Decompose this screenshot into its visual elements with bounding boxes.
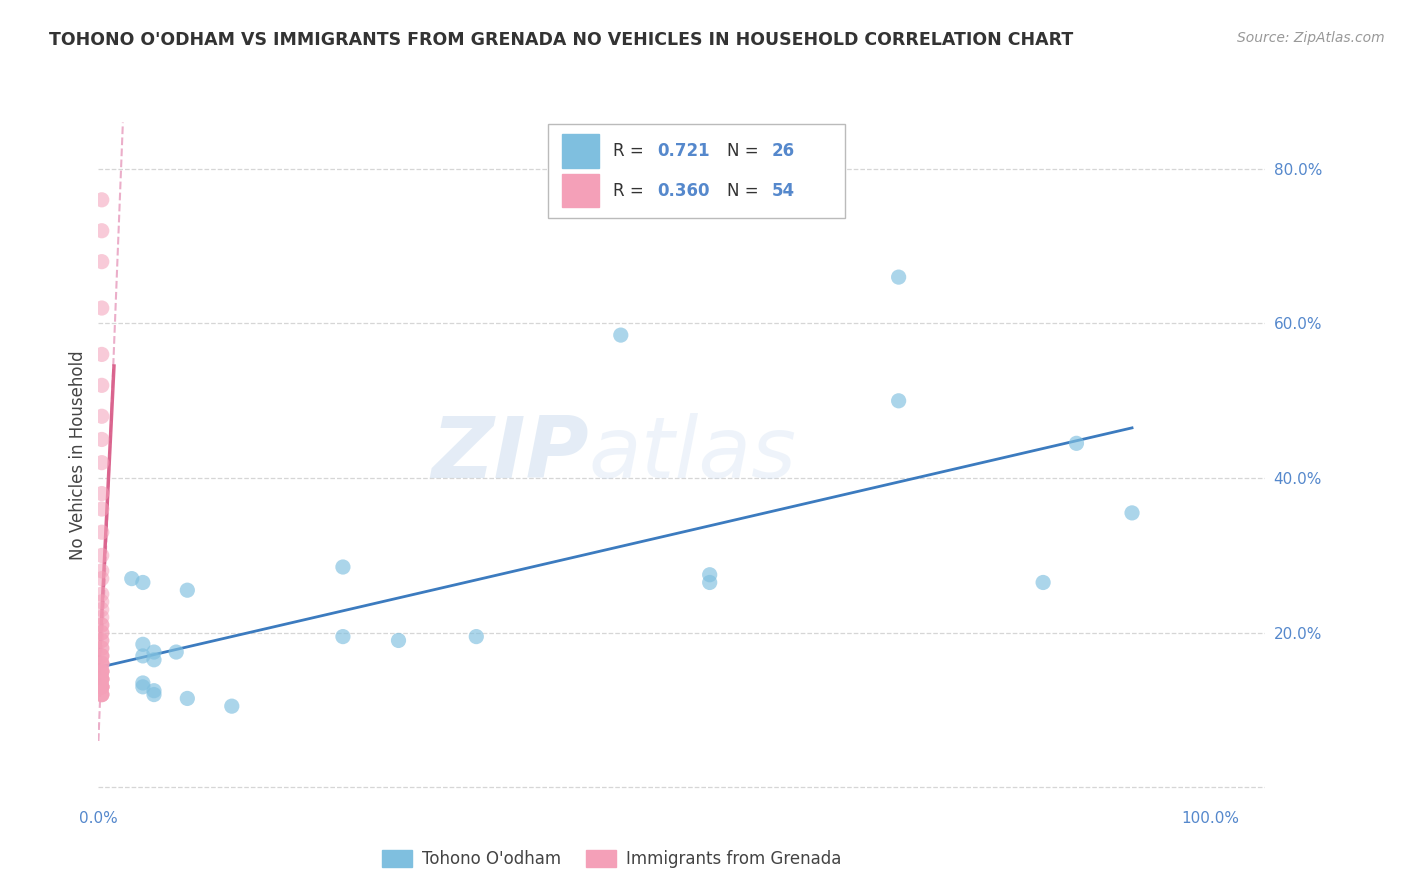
Point: [90, 378, 112, 392]
Point: [90, 502, 112, 516]
Point: [90, 254, 112, 268]
Text: R =: R =: [613, 182, 650, 200]
Point: [90, 610, 112, 624]
Legend: Tohono O'odham, Immigrants from Grenada: Tohono O'odham, Immigrants from Grenada: [375, 843, 848, 874]
Point: [90, 680, 112, 694]
Point: [90, 618, 112, 632]
Point: [90, 665, 112, 679]
Point: [90, 648, 112, 663]
Point: [90, 572, 112, 586]
Point: [90, 665, 112, 679]
Point: [143, 683, 166, 698]
Text: Source: ZipAtlas.com: Source: ZipAtlas.com: [1237, 31, 1385, 45]
Text: ZIP: ZIP: [430, 413, 589, 497]
Text: 0.721: 0.721: [658, 142, 710, 160]
Point: [90, 633, 112, 648]
Point: [1032, 575, 1054, 590]
Point: [887, 393, 910, 408]
Point: [90, 587, 112, 601]
Point: [90, 193, 112, 207]
Point: [143, 645, 166, 659]
Text: N =: N =: [727, 182, 765, 200]
Point: [90, 641, 112, 656]
Point: [90, 657, 112, 671]
Text: 54: 54: [772, 182, 794, 200]
Point: [165, 645, 187, 659]
Point: [1066, 436, 1088, 450]
Point: [90, 680, 112, 694]
Point: [90, 672, 112, 686]
Point: [90, 665, 112, 679]
Point: [90, 625, 112, 640]
Point: [90, 641, 112, 656]
Text: 26: 26: [772, 142, 794, 160]
Text: TOHONO O'ODHAM VS IMMIGRANTS FROM GRENADA NO VEHICLES IN HOUSEHOLD CORRELATION C: TOHONO O'ODHAM VS IMMIGRANTS FROM GRENAD…: [49, 31, 1073, 49]
Point: [90, 672, 112, 686]
Point: [90, 665, 112, 679]
Point: [132, 680, 155, 694]
Point: [90, 657, 112, 671]
Point: [132, 676, 155, 690]
Point: [699, 567, 721, 582]
Point: [90, 688, 112, 702]
Point: [90, 549, 112, 563]
FancyBboxPatch shape: [548, 124, 845, 219]
Point: [90, 680, 112, 694]
Point: [90, 688, 112, 702]
Point: [1121, 506, 1143, 520]
Point: [387, 633, 409, 648]
Point: [610, 328, 633, 343]
Point: [90, 633, 112, 648]
Point: [887, 270, 910, 285]
Bar: [562, 174, 599, 207]
Point: [90, 672, 112, 686]
Point: [90, 486, 112, 500]
Point: [90, 347, 112, 361]
Point: [90, 680, 112, 694]
Point: [90, 680, 112, 694]
Point: [90, 224, 112, 238]
Text: N =: N =: [727, 142, 765, 160]
Point: [90, 525, 112, 540]
Point: [332, 560, 354, 574]
Point: [90, 618, 112, 632]
Point: [90, 409, 112, 424]
Text: R =: R =: [613, 142, 650, 160]
Point: [90, 602, 112, 616]
Point: [90, 595, 112, 609]
Point: [176, 691, 198, 706]
Point: [90, 433, 112, 447]
Point: [132, 637, 155, 651]
Point: [176, 583, 198, 598]
Point: [90, 657, 112, 671]
Point: [121, 572, 143, 586]
Point: [132, 648, 155, 663]
Y-axis label: No Vehicles in Household: No Vehicles in Household: [69, 350, 87, 560]
Point: [90, 680, 112, 694]
Point: [90, 672, 112, 686]
Point: [332, 630, 354, 644]
Point: [221, 699, 243, 714]
Point: [90, 648, 112, 663]
Point: [90, 564, 112, 578]
Point: [90, 688, 112, 702]
Point: [90, 456, 112, 470]
Point: [90, 672, 112, 686]
Text: 0.360: 0.360: [658, 182, 710, 200]
Point: [90, 665, 112, 679]
Point: [90, 688, 112, 702]
Point: [90, 625, 112, 640]
Point: [143, 653, 166, 667]
Point: [90, 648, 112, 663]
Bar: [562, 134, 599, 168]
Point: [90, 301, 112, 315]
Point: [699, 575, 721, 590]
Point: [90, 657, 112, 671]
Point: [143, 688, 166, 702]
Text: atlas: atlas: [589, 413, 797, 497]
Point: [465, 630, 488, 644]
Point: [132, 575, 155, 590]
